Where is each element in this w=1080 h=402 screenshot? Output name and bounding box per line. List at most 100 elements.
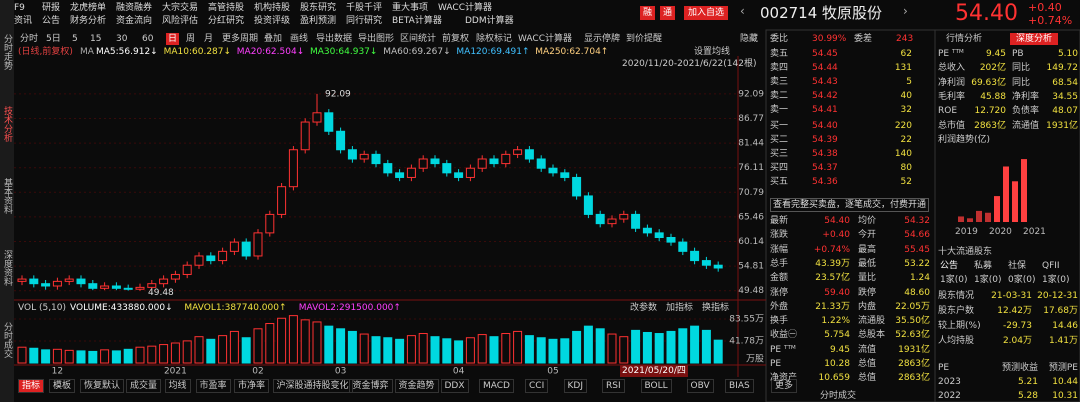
side-tab[interactable]: 分时成交: [2, 322, 12, 358]
toolbar-item[interactable]: 前复权: [442, 34, 470, 44]
indicator-tab[interactable]: 市净率: [234, 379, 270, 393]
indicator-tab[interactable]: CCI: [525, 379, 549, 393]
toolbar-item[interactable]: 除权标记: [476, 34, 513, 44]
fin-tab[interactable]: 深度分析: [1010, 33, 1059, 45]
menu-item[interactable]: 资讯: [14, 16, 33, 26]
side-tab[interactable]: 深度资料: [2, 250, 12, 286]
fin-tab[interactable]: 行情分析: [946, 34, 983, 44]
indicator-tab[interactable]: 市盈率: [195, 379, 231, 393]
candle-body: [182, 264, 192, 275]
volume-bar: [690, 325, 700, 364]
nav-next[interactable]: ›: [903, 4, 908, 18]
indicator-tab[interactable]: OBV: [686, 379, 714, 393]
indicator-tab[interactable]: MACD: [479, 379, 514, 393]
stat: 净资产: [770, 373, 798, 384]
menu-item[interactable]: 重大事项: [392, 3, 429, 13]
candle-body: [300, 121, 310, 151]
profit-bar: [958, 216, 964, 222]
holder-type[interactable]: 公告: [940, 261, 959, 271]
indicator-tab[interactable]: DDX: [440, 379, 469, 393]
stat: 54.66: [904, 230, 930, 241]
menu-item[interactable]: F9: [14, 3, 25, 13]
menu-item[interactable]: 同行研究: [346, 16, 383, 26]
menu-item[interactable]: 研报: [42, 3, 61, 13]
vol-button[interactable]: 换指标: [702, 303, 730, 313]
toolbar-item[interactable]: 30: [116, 34, 128, 44]
menu-item[interactable]: 高管持股: [208, 3, 245, 13]
holder-type[interactable]: 私募: [974, 261, 993, 271]
menu-item[interactable]: 投资评级: [254, 16, 291, 26]
candle-body: [288, 149, 298, 188]
x-tick-label: 04: [453, 367, 465, 377]
side-tab[interactable]: 技术分析: [2, 106, 12, 142]
toolbar-item[interactable]: 60: [142, 34, 154, 44]
toolbar-item[interactable]: 画线: [290, 34, 309, 44]
menu-item[interactable]: 机构持股: [254, 3, 291, 13]
toolbar-item[interactable]: 15: [90, 34, 102, 44]
menu-item[interactable]: 盈利预测: [300, 16, 337, 26]
toolbar-item[interactable]: 分时: [20, 34, 39, 44]
side-tab[interactable]: 基本资料: [2, 178, 12, 214]
badge[interactable]: 通: [660, 6, 676, 20]
menu-item[interactable]: 分红研究: [208, 16, 245, 26]
y-tick-label: 54.81: [738, 262, 764, 272]
indicator-tab[interactable]: 指标: [18, 379, 45, 393]
toolbar-item[interactable]: 日: [166, 33, 180, 45]
holder-type[interactable]: 社保: [1008, 261, 1027, 271]
toolbar-item[interactable]: 隐藏: [740, 34, 759, 44]
vol-tick-label: 41.78万: [729, 337, 764, 347]
nav-prev[interactable]: ‹: [740, 4, 745, 18]
menu-item[interactable]: 资金流向: [116, 16, 153, 26]
toolbar-item[interactable]: 显示停牌: [584, 34, 621, 44]
indicator-tab[interactable]: KDJ: [563, 379, 587, 393]
stat: 最新: [770, 216, 789, 226]
indicator-tab[interactable]: BIAS: [725, 379, 754, 393]
indicator-tab[interactable]: 资金趋势: [394, 379, 439, 393]
toolbar-item[interactable]: 到价提醒: [626, 34, 663, 44]
menu-item[interactable]: 风险评估: [162, 16, 199, 26]
toolbar-item[interactable]: 更多周期: [222, 34, 259, 44]
toolbar-item[interactable]: 5: [72, 34, 78, 44]
candle-body: [218, 250, 228, 262]
toolbar-item[interactable]: 叠加: [264, 34, 283, 44]
indicator-tab[interactable]: RSI: [602, 379, 625, 393]
add-watchlist[interactable]: 加入自选: [684, 6, 729, 20]
toolbar-item[interactable]: 导出图形: [358, 34, 395, 44]
side-tab[interactable]: 分时走势: [2, 34, 12, 70]
promo[interactable]: 查看完整买卖盘，逐笔成交，付费开通: [770, 198, 930, 212]
indicator-tab[interactable]: BOLL: [640, 379, 672, 393]
menu-item[interactable]: WACC计算器: [438, 3, 492, 13]
indicator-tab[interactable]: 成交量: [126, 379, 162, 393]
menu-item[interactable]: 财务分析: [70, 16, 107, 26]
indicator-tab[interactable]: 更多: [771, 379, 798, 393]
indicator-tab[interactable]: 均线: [164, 379, 191, 393]
vol-button[interactable]: 改参数: [630, 303, 658, 313]
stock-code: 002714: [760, 4, 818, 22]
vol-button[interactable]: 加指标: [666, 303, 694, 313]
menu-item[interactable]: 大宗交易: [162, 3, 199, 13]
indicator-tab[interactable]: 模板: [49, 379, 76, 393]
toolbar-item[interactable]: 周: [186, 34, 196, 44]
holder-type[interactable]: QFII: [1042, 261, 1060, 271]
menu-item[interactable]: 股东研究: [300, 3, 337, 13]
volume-bar: [489, 336, 499, 364]
toolbar-item[interactable]: 月: [204, 34, 214, 44]
footer-tab[interactable]: 分时成交: [820, 391, 857, 401]
indicator-tab[interactable]: 恢复默认: [80, 379, 125, 393]
menu-item[interactable]: 公告: [42, 16, 61, 26]
ma-settings[interactable]: 设置均线: [694, 47, 731, 57]
toolbar-item[interactable]: WACC计算器: [518, 34, 572, 44]
toolbar-item[interactable]: 5日: [46, 34, 61, 44]
indicator-tab[interactable]: 资金博弈: [348, 379, 393, 393]
indicator-tab[interactable]: 沪深股通持股变化: [272, 379, 353, 393]
toolbar-item[interactable]: 区间统计: [400, 34, 437, 44]
menu-item[interactable]: 龙虎榜单: [70, 3, 107, 13]
menu-item[interactable]: 融资融券: [116, 3, 153, 13]
menu-item[interactable]: DDM计算器: [465, 16, 514, 26]
volume-bar: [607, 333, 617, 364]
menu-item[interactable]: 千股千评: [346, 3, 383, 13]
badge[interactable]: 融: [640, 6, 656, 20]
toolbar-item[interactable]: 导出数据: [316, 34, 353, 44]
candle-body: [430, 158, 440, 165]
menu-item[interactable]: BETA计算器: [392, 16, 442, 26]
